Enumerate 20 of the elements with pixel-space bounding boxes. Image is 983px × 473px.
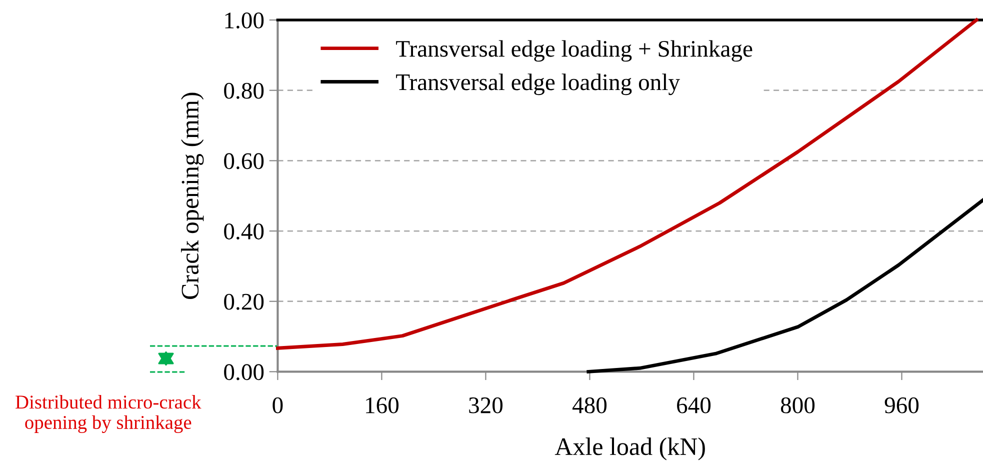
x-axis-title: Axle load (kN) (554, 438, 705, 460)
x-tick-label: 160 (366, 397, 399, 414)
x-tick-label: 480 (572, 397, 607, 414)
x-tick-label: 0 (272, 397, 283, 414)
x-tick-label: 800 (780, 397, 815, 414)
x-tick-label: 320 (469, 397, 503, 414)
y-tick-label: 0.20 (224, 294, 264, 310)
y-tick-label: 0.80 (224, 82, 264, 99)
y-axis-title: Crack opening (mm) (180, 92, 204, 299)
legend-label: Transversal edge loading only (396, 74, 680, 96)
text: Distributed micro-crack opening by shrinkage (16, 395, 202, 434)
x-tick-label: 960 (884, 397, 919, 414)
legend-label: Transversal edge loading + Shrinkage (396, 40, 752, 62)
y-tick-label: 1.00 (225, 12, 264, 29)
line-series (276, 18, 978, 350)
y-tick-label: 0.00 (224, 364, 264, 380)
y-tick-label: 0.40 (224, 224, 264, 240)
y-tick-label: 0.60 (224, 153, 264, 170)
line-series (586, 198, 983, 374)
x-tick-label: 640 (677, 397, 711, 414)
